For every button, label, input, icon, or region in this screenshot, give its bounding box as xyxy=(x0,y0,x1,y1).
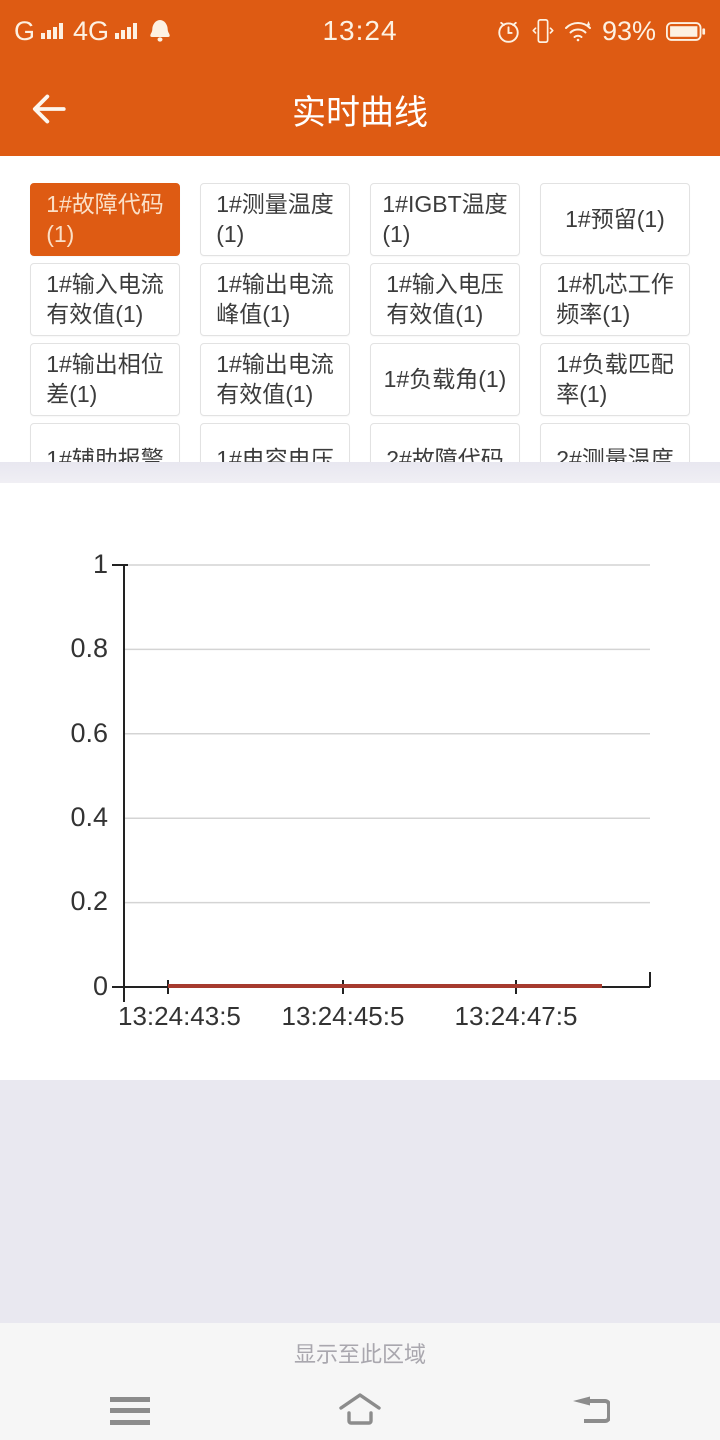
svg-text:0.6: 0.6 xyxy=(70,718,108,748)
svg-text:13:24:43:5: 13:24:43:5 xyxy=(118,1001,241,1031)
svg-text:1: 1 xyxy=(93,549,108,579)
svg-text:13:24:47:5: 13:24:47:5 xyxy=(455,1001,578,1031)
svg-text:0.8: 0.8 xyxy=(70,633,108,663)
svg-text:0: 0 xyxy=(93,971,108,1001)
svg-text:0.4: 0.4 xyxy=(70,802,108,832)
svg-text:0.2: 0.2 xyxy=(70,886,108,916)
svg-text:13:24:45:5: 13:24:45:5 xyxy=(282,1001,405,1031)
